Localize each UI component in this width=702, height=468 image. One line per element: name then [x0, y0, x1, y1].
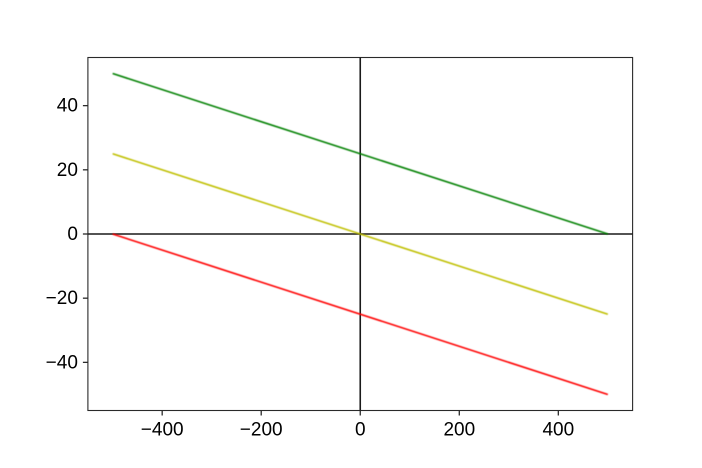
svg-text:−200: −200 — [240, 420, 283, 441]
svg-text:−20: −20 — [46, 288, 78, 309]
svg-text:400: 400 — [542, 420, 574, 441]
svg-text:−40: −40 — [46, 352, 78, 373]
svg-text:200: 200 — [443, 420, 475, 441]
svg-text:20: 20 — [57, 160, 78, 181]
svg-text:40: 40 — [57, 96, 78, 117]
svg-text:0: 0 — [355, 420, 366, 441]
svg-text:0: 0 — [67, 224, 78, 245]
svg-text:−400: −400 — [141, 420, 184, 441]
